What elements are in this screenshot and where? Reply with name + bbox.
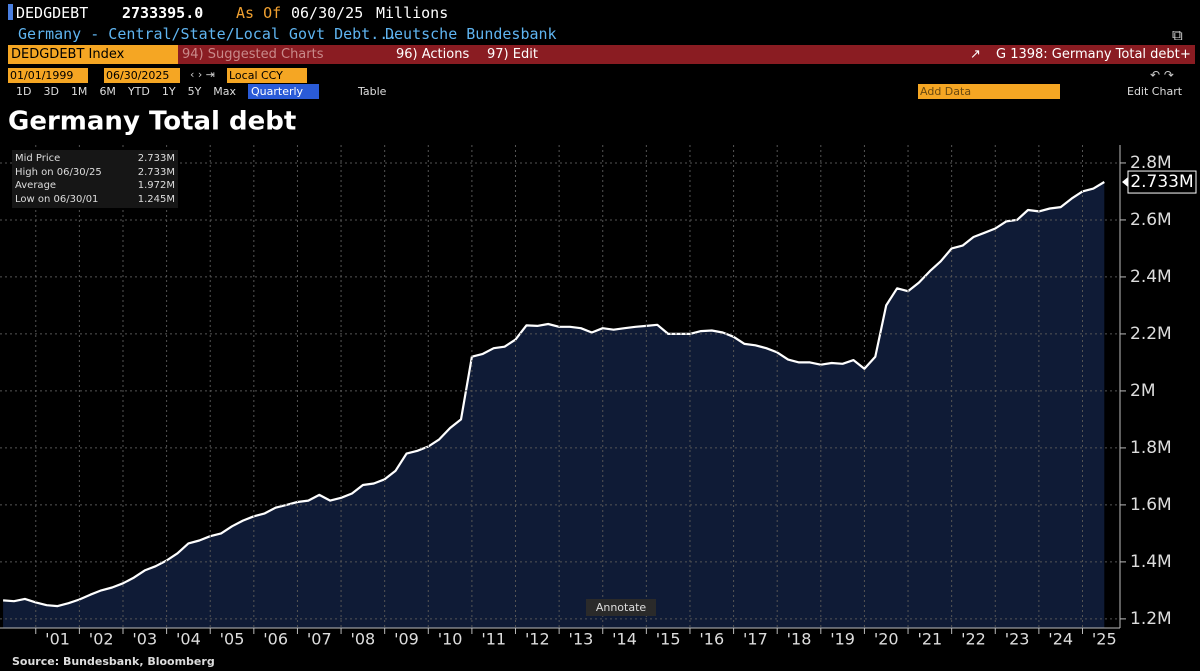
y-tick-label: 2M: [1130, 381, 1155, 401]
currency[interactable]: Local CCY: [227, 68, 307, 83]
frequency[interactable]: Quarterly: [248, 84, 319, 99]
last-value: 2733395.0: [122, 4, 204, 22]
edit-menu[interactable]: 97) Edit: [487, 47, 538, 62]
x-tick-label: '08: [350, 630, 375, 649]
ticker: DEDGDEBT: [16, 4, 89, 22]
as-of: As Of: [236, 4, 282, 22]
legend-row: Average 1.972M: [15, 179, 175, 193]
x-tick-label: '06: [263, 630, 288, 649]
share-icon[interactable]: ↗: [970, 47, 981, 62]
y-tick-label: 2.2M: [1130, 324, 1172, 344]
legend-name: High on 06/30/25: [15, 166, 102, 178]
x-tick-label: '09: [394, 630, 419, 649]
x-tick-label: '16: [699, 630, 724, 649]
add-icon[interactable]: +: [1180, 47, 1191, 62]
description: Germany - Central/State/Local Govt Debt.…: [18, 25, 398, 43]
period-button[interactable]: 1M: [70, 85, 88, 98]
x-tick-label: '02: [89, 630, 114, 649]
x-tick-label: '15: [656, 630, 681, 649]
end-date[interactable]: 06/30/2025: [104, 68, 180, 83]
y-tick-label: 1.8M: [1130, 438, 1172, 458]
y-tick-label: 2.6M: [1130, 210, 1172, 230]
y-tick-label: 1.6M: [1130, 495, 1172, 515]
x-tick-label: '21: [917, 630, 942, 649]
x-tick-label: '23: [1005, 630, 1030, 649]
x-tick-label: '25: [1092, 630, 1117, 649]
y-tick-label: 2.8M: [1130, 153, 1172, 173]
period-button[interactable]: 1Y: [161, 85, 176, 98]
popout-icon[interactable]: ⧉: [1172, 26, 1183, 44]
period-button[interactable]: 1D: [16, 85, 32, 98]
x-tick-label: '24: [1048, 630, 1073, 649]
period-button[interactable]: 5Y: [187, 85, 202, 98]
x-tick-label: '03: [132, 630, 157, 649]
x-tick-label: '13: [569, 630, 594, 649]
x-tick-label: '10: [438, 630, 463, 649]
date: 06/30/25: [291, 4, 364, 22]
nav-arrows[interactable]: ‹ › ⇥: [190, 68, 216, 81]
x-tick-label: '07: [307, 630, 332, 649]
start-date[interactable]: 01/01/1999: [8, 68, 88, 83]
chart-title: Germany Total debt: [8, 107, 296, 137]
period-button[interactable]: 3D: [43, 85, 59, 98]
legend-name: Average: [15, 180, 57, 191]
x-tick-label: '12: [525, 630, 550, 649]
x-tick-label: '22: [961, 630, 986, 649]
legend-value: 1.245M: [137, 193, 175, 205]
annotate-button[interactable]: Annotate: [586, 599, 656, 616]
last-value-label: 2.733M: [1130, 172, 1193, 192]
x-tick-label: '18: [787, 630, 812, 649]
x-tick-label: '05: [220, 630, 245, 649]
y-tick-label: 1.4M: [1130, 552, 1172, 572]
x-tick-label: '01: [45, 630, 70, 649]
legend-value: 2.733M: [137, 166, 175, 178]
edit-chart[interactable]: Edit Chart: [1127, 85, 1183, 98]
period-buttons: 1D 3D 1M 6M YTD 1Y 5Y Max: [16, 85, 248, 98]
legend-name: Low on 06/30/01: [15, 193, 99, 205]
x-tick-label: '14: [612, 630, 637, 649]
legend-row: High on 06/30/25 2.733M: [15, 166, 175, 180]
footer-source: Source: Bundesbank, Bloomberg: [12, 655, 215, 668]
line: [3, 181, 1105, 608]
source-name: Deutsche Bundesbank: [385, 25, 557, 43]
chart-id: G 1398: Germany Total debt: [996, 47, 1180, 62]
legend-value: 1.972M: [137, 180, 175, 191]
x-tick-label: '20: [874, 630, 899, 649]
legend-name: Mid Price: [15, 153, 61, 164]
toolbar-bar: [8, 45, 1195, 64]
period-button[interactable]: Max: [213, 85, 237, 98]
units: Millions: [376, 4, 449, 22]
marker: [8, 4, 13, 20]
undo-redo[interactable]: ↶ ↷: [1150, 68, 1174, 82]
table-button[interactable]: Table: [358, 85, 387, 98]
add-data[interactable]: Add Data: [918, 84, 1060, 99]
legend-row: Low on 06/30/01 1.245M: [15, 193, 175, 207]
area: [3, 182, 1105, 628]
actions-menu[interactable]: 96) Actions: [396, 47, 470, 62]
x-tick-label: '11: [481, 630, 506, 649]
period-button[interactable]: 6M: [99, 85, 116, 98]
x-tick-label: '04: [176, 630, 201, 649]
legend: Mid Price 2.733M High on 06/30/25 2.733M Ave…: [12, 150, 178, 208]
x-tick-label: '17: [743, 630, 768, 649]
x-tick-label: '19: [830, 630, 855, 649]
last-value-pointer: [1122, 177, 1128, 188]
y-tick-label: 2.4M: [1130, 267, 1172, 287]
legend-value: 2.733M: [137, 153, 175, 164]
suggested-charts[interactable]: 94) Suggested Charts: [182, 47, 324, 62]
period-button[interactable]: YTD: [127, 85, 150, 98]
y-tick-label: 1.2M: [1130, 609, 1172, 629]
legend-row: Mid Price 2.733M: [15, 152, 175, 166]
index-field[interactable]: DEDGDEBT Index: [8, 45, 178, 64]
